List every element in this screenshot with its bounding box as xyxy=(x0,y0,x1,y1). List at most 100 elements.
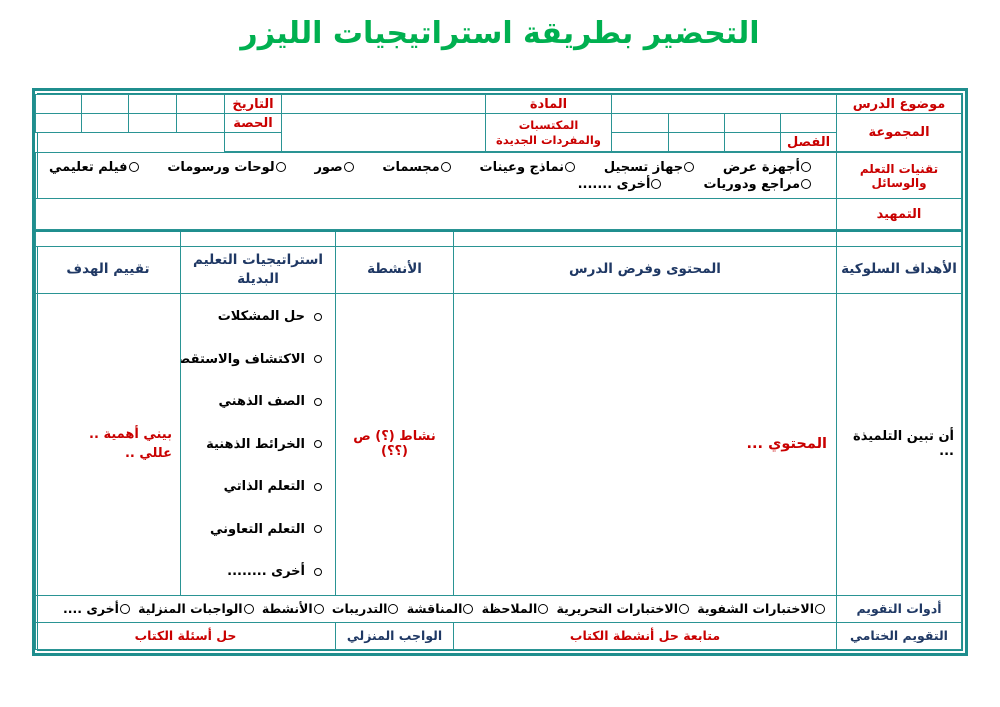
evaluation-tool-option-label: الاختبارات التحريرية xyxy=(556,601,679,616)
technique-option[interactable]: نماذج وعينات xyxy=(480,160,576,175)
homework-label: الواجب المنزلي xyxy=(335,621,454,650)
strategy-option[interactable]: الصف الذهني xyxy=(188,394,322,409)
class-input-cell[interactable] xyxy=(611,132,669,152)
strategy-option[interactable]: أخرى ........ xyxy=(188,564,322,579)
evaluation-tool-option-label: الأنشطة xyxy=(261,601,313,616)
spacer-cell xyxy=(335,230,454,247)
activities-cell[interactable]: نشاط (؟) ص (؟؟) xyxy=(335,292,454,596)
radio-circle-icon xyxy=(128,162,139,172)
radio-circle-icon xyxy=(801,179,811,189)
bullet-circle-icon xyxy=(314,567,322,576)
activities-header: الأنشطة xyxy=(335,245,454,294)
evaluation-tool-option-label: أخرى .... xyxy=(63,601,119,616)
goal-evaluation-text: بيني أهمية .. عللي .. xyxy=(39,425,177,464)
spacer-cell xyxy=(35,230,181,247)
evaluation-tool-option[interactable]: المناقشة xyxy=(407,601,474,616)
techniques-options-cell: أجهزة عرض جهاز تسجيل نماذج وعينات مجسمات صور… xyxy=(35,152,837,199)
period-input-cell[interactable] xyxy=(35,113,82,133)
spacer-cell xyxy=(453,230,837,247)
technique-option-label: جهاز تسجيل xyxy=(603,159,684,175)
bullet-circle-icon xyxy=(314,525,322,533)
class-input-cell[interactable] xyxy=(668,132,725,152)
techniques-options-row1: أجهزة عرض جهاز تسجيل نماذج وعينات مجسمات صور… xyxy=(39,159,833,176)
objectives-cell[interactable]: أن تبين التلميذة ... xyxy=(836,292,962,596)
evaluation-tool-option-label: الملاحظة xyxy=(481,601,538,616)
group-input-cell[interactable] xyxy=(611,113,669,133)
class-input-cell[interactable] xyxy=(724,132,781,152)
date-input-cell[interactable] xyxy=(81,94,129,114)
strategy-option[interactable]: حل المشكلات xyxy=(188,309,322,324)
radio-circle-icon xyxy=(801,162,811,172)
evaluation-tools-cell: الاختبارات الشفوية الاختبارات التحريرية ال… xyxy=(35,594,837,623)
radio-circle-icon xyxy=(388,603,399,614)
period-input-cell[interactable] xyxy=(176,113,225,133)
period-input-cell[interactable] xyxy=(81,113,129,133)
technique-option-label: مراجع ودوريات xyxy=(703,176,800,192)
homework-value: حل أسئلة الكتاب xyxy=(35,621,336,650)
evaluation-tool-option[interactable]: الملاحظة xyxy=(482,601,549,616)
radio-circle-icon xyxy=(343,162,354,172)
group-input-cell[interactable] xyxy=(668,113,725,133)
strategy-option[interactable]: التعلم التعاوني xyxy=(188,522,322,537)
lesson-body-table: الأهداف السلوكية المحتوى وفرض الدرس الأن… xyxy=(35,230,962,650)
radio-circle-icon xyxy=(684,162,695,172)
group-input-cell[interactable] xyxy=(724,113,781,133)
goal-evaluation-cell[interactable]: بيني أهمية .. عللي .. xyxy=(35,292,181,596)
evaluation-tool-option-label: المناقشة xyxy=(406,601,463,616)
objectives-text: أن تبين التلميذة ... xyxy=(853,429,954,459)
evaluation-header: تقييم الهدف xyxy=(35,245,181,294)
evaluation-tool-option[interactable]: الواجبات المنزلية xyxy=(138,601,254,616)
radio-circle-icon xyxy=(275,162,286,172)
period-input-cell[interactable] xyxy=(128,113,177,133)
strategy-option-label: الاكتشاف والاستقصاء xyxy=(182,351,306,367)
technique-option[interactable]: مجسمات xyxy=(382,160,451,175)
radio-circle-icon xyxy=(565,162,576,172)
radio-circle-icon xyxy=(538,603,549,614)
techniques-options-row2: مراجع ودوريات أخرى ....... xyxy=(39,176,833,193)
date-input-cell[interactable] xyxy=(128,94,177,114)
technique-option[interactable]: لوحات ورسومات xyxy=(167,160,286,175)
date-input-cell[interactable] xyxy=(176,94,225,114)
lesson-plan-form: موضوع الدرس المادة التاريخ المجموعة xyxy=(32,88,968,656)
strategy-option-label: الصف الذهني xyxy=(218,394,305,409)
technique-option[interactable]: فيلم تعليمي xyxy=(49,160,139,175)
bullet-circle-icon xyxy=(314,355,322,363)
subject-input-cell[interactable] xyxy=(281,94,486,114)
bullet-circle-icon xyxy=(314,440,322,448)
content-cell[interactable]: المحتوي ... xyxy=(453,292,837,596)
spacer-cell xyxy=(180,230,336,247)
radio-circle-icon xyxy=(815,603,825,614)
lesson-info-table: موضوع الدرس المادة التاريخ المجموعة xyxy=(35,94,962,152)
technique-option[interactable]: أخرى ....... xyxy=(578,177,662,192)
topic-input-cell[interactable] xyxy=(611,94,837,114)
group-input-cell[interactable] xyxy=(780,113,837,133)
evaluation-tool-option[interactable]: الاختبارات الشفوية xyxy=(697,601,825,616)
technique-option[interactable]: مراجع ودوريات xyxy=(703,177,811,192)
evaluation-tool-option[interactable]: أخرى .... xyxy=(63,601,130,616)
strategy-option[interactable]: الخرائط الذهنية xyxy=(188,437,322,452)
form-border: موضوع الدرس المادة التاريخ المجموعة xyxy=(35,93,963,651)
intro-input-cell[interactable] xyxy=(35,198,837,230)
strategy-option-label: التعلم الذاتي xyxy=(223,479,305,494)
acquisitions-label: المكتسبات والمفردات الجديدة xyxy=(485,113,612,152)
technique-option[interactable]: صور xyxy=(314,160,354,175)
radio-circle-icon xyxy=(440,162,451,172)
class-label: الفصل xyxy=(780,132,837,152)
technique-option-label: نماذج وعينات xyxy=(479,159,565,175)
date-input-cell[interactable] xyxy=(35,94,82,114)
evaluation-tool-option[interactable]: الاختبارات التحريرية xyxy=(557,601,690,616)
strategy-option[interactable]: التعلم الذاتي xyxy=(188,479,322,494)
strategy-option[interactable]: الاكتشاف والاستقصاء xyxy=(182,352,322,367)
strategy-option-label: الخرائط الذهنية xyxy=(206,436,305,452)
technique-option[interactable]: جهاز تسجيل xyxy=(603,159,695,175)
class-input-cell[interactable] xyxy=(224,132,282,152)
content-header: المحتوى وفرض الدرس xyxy=(453,245,837,294)
acquisitions-input-cell[interactable] xyxy=(281,113,486,152)
final-evaluation-label: التقويم الختامي xyxy=(836,621,962,650)
content-text: المحتوي ... xyxy=(746,436,827,452)
technique-option[interactable]: أجهزة عرض xyxy=(723,160,811,175)
evaluation-tool-option[interactable]: الأنشطة xyxy=(262,601,324,616)
radio-circle-icon xyxy=(651,179,662,189)
evaluation-tool-option-label: الواجبات المنزلية xyxy=(138,601,243,616)
evaluation-tool-option[interactable]: التدريبات xyxy=(332,601,399,616)
